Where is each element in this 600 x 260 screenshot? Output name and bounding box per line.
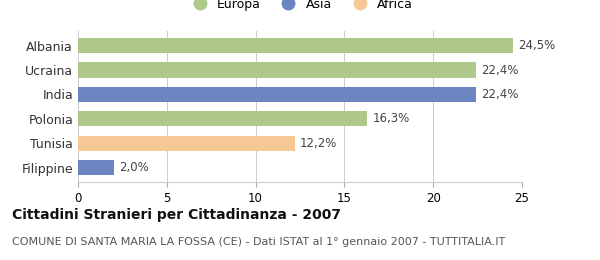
Bar: [78, 62, 476, 77]
Bar: [78, 160, 113, 175]
Text: 22,4%: 22,4%: [481, 88, 518, 101]
Legend: Europa, Asia, Africa: Europa, Asia, Africa: [185, 0, 415, 13]
Text: 12,2%: 12,2%: [300, 137, 337, 150]
Text: 16,3%: 16,3%: [373, 112, 410, 125]
Text: 24,5%: 24,5%: [518, 39, 556, 52]
Bar: [78, 87, 476, 102]
Bar: [78, 38, 513, 53]
Text: 22,4%: 22,4%: [481, 63, 518, 76]
Text: 2,0%: 2,0%: [119, 161, 149, 174]
Bar: [78, 136, 295, 151]
Text: COMUNE DI SANTA MARIA LA FOSSA (CE) - Dati ISTAT al 1° gennaio 2007 - TUTTITALIA: COMUNE DI SANTA MARIA LA FOSSA (CE) - Da…: [12, 237, 505, 246]
Bar: [78, 111, 367, 126]
Text: Cittadini Stranieri per Cittadinanza - 2007: Cittadini Stranieri per Cittadinanza - 2…: [12, 208, 341, 222]
